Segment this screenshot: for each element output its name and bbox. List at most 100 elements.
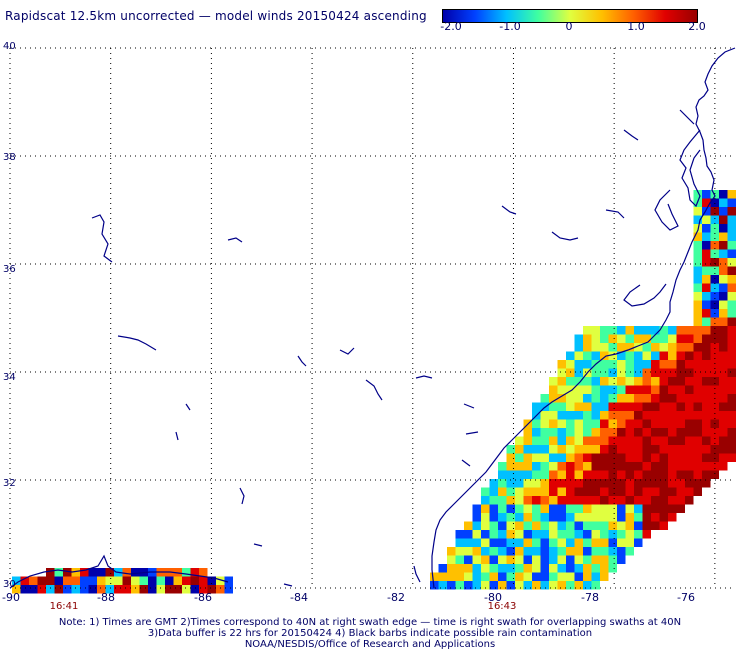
colorbar-label: -2.0 <box>440 20 462 33</box>
swath-cell <box>642 445 651 454</box>
swath-cell <box>719 300 728 309</box>
swath-cell <box>540 521 549 530</box>
swath-cell <box>515 504 524 513</box>
swath-cell <box>719 385 728 394</box>
swath-cell <box>710 351 719 360</box>
swath-cell <box>676 470 685 479</box>
swath-cell <box>693 300 702 309</box>
swath-cell <box>727 258 736 267</box>
swath-cell <box>472 513 481 522</box>
swath-cell <box>651 470 660 479</box>
swath-cell <box>29 576 38 585</box>
swath-cell <box>659 428 668 437</box>
swath-cell <box>710 385 719 394</box>
swath-cell <box>651 419 660 428</box>
swath-cell <box>549 436 558 445</box>
swath-cell <box>727 241 736 250</box>
swath-cell <box>574 581 583 590</box>
swath-cell <box>80 576 89 585</box>
swath-cell <box>617 470 626 479</box>
swath-cell <box>532 504 541 513</box>
swath-cell <box>634 479 643 488</box>
swath-cell <box>591 513 600 522</box>
swath-cell <box>710 411 719 420</box>
swath-cell <box>642 496 651 505</box>
swath-left <box>12 568 233 594</box>
swath-cell <box>506 453 515 462</box>
swath-cell <box>693 479 702 488</box>
swath-cell <box>600 479 609 488</box>
swath-cell <box>617 428 626 437</box>
swath-cell <box>608 343 617 352</box>
swath-cell <box>464 521 473 530</box>
swath-cell <box>489 530 498 539</box>
swath-cell <box>642 436 651 445</box>
swath-cell <box>532 402 541 411</box>
swath-cell <box>600 326 609 335</box>
swath-cell <box>702 258 711 267</box>
swath-cell <box>676 368 685 377</box>
swath-cell <box>600 572 609 581</box>
swath-cell <box>489 538 498 547</box>
swath-cell <box>600 394 609 403</box>
swath-cell <box>549 555 558 564</box>
swath-cell <box>131 568 140 577</box>
swath-cell <box>710 402 719 411</box>
swath-cell <box>549 445 558 454</box>
swath-cell <box>651 436 660 445</box>
swath-cell <box>710 241 719 250</box>
swath-cell <box>727 326 736 335</box>
swath-cell <box>173 576 182 585</box>
swath-cell <box>625 504 634 513</box>
swath-cell <box>608 564 617 573</box>
lat-label: 40 <box>3 41 16 52</box>
swath-cell <box>634 487 643 496</box>
swath-cell <box>122 585 131 594</box>
swath-cell <box>566 521 575 530</box>
swath-cell <box>583 521 592 530</box>
swath-cell <box>693 419 702 428</box>
swath-cell <box>719 190 728 199</box>
swath-cell <box>651 343 660 352</box>
swath-cell <box>515 572 524 581</box>
swath-cell <box>634 343 643 352</box>
swath-cell <box>489 504 498 513</box>
swath-cell <box>88 568 97 577</box>
swath-cell <box>719 394 728 403</box>
swath-cell <box>515 487 524 496</box>
swath-cell <box>625 411 634 420</box>
swath-cell <box>608 487 617 496</box>
swath-cell <box>668 453 677 462</box>
swath-cell <box>591 487 600 496</box>
swath-cell <box>532 581 541 590</box>
swath-cell <box>532 538 541 547</box>
swath-cell <box>608 453 617 462</box>
swath-cell <box>97 576 106 585</box>
swath-cell <box>600 351 609 360</box>
swath-cell <box>625 496 634 505</box>
swath-cell <box>557 572 566 581</box>
swath-cell <box>540 479 549 488</box>
swath-cell <box>182 576 191 585</box>
swath-cell <box>600 385 609 394</box>
swath-cell <box>634 538 643 547</box>
swath-cell <box>668 377 677 386</box>
swath-cell <box>659 479 668 488</box>
swath-cell <box>481 513 490 522</box>
swath-cell <box>190 585 199 594</box>
swath-cell <box>481 487 490 496</box>
swath-cell <box>625 428 634 437</box>
swath-cell <box>625 436 634 445</box>
colorbar-label: -1.0 <box>499 20 521 33</box>
swath-cell <box>583 470 592 479</box>
swath-cell <box>557 368 566 377</box>
swath-cell <box>600 513 609 522</box>
swath-cell <box>719 283 728 292</box>
swath-cell <box>685 496 694 505</box>
swath-cell <box>693 215 702 224</box>
swath-cell <box>617 538 626 547</box>
swath-cell <box>719 351 728 360</box>
swath-cell <box>651 428 660 437</box>
swath-cell <box>693 232 702 241</box>
swath-cell <box>719 266 728 275</box>
